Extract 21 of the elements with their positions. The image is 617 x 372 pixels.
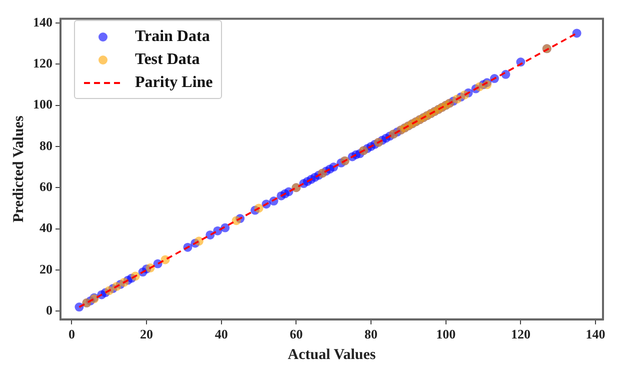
x-tick-label: 20 bbox=[140, 326, 154, 342]
x-tick-label: 0 bbox=[68, 326, 75, 342]
x-tick-label: 120 bbox=[510, 326, 530, 342]
y-tick-label: 80 bbox=[40, 138, 52, 153]
y-tick-label: 60 bbox=[40, 178, 52, 194]
x-axis-title: Actual Values bbox=[288, 346, 376, 363]
y-tick-label: 100 bbox=[33, 96, 52, 112]
y-tick-label: 0 bbox=[46, 302, 52, 318]
x-tick-label: 100 bbox=[436, 326, 456, 342]
y-axis-title: Predicted Values bbox=[10, 116, 27, 223]
x-tick-label: 80 bbox=[364, 326, 378, 342]
legend-label: Train Data bbox=[135, 28, 210, 46]
x-tick-label: 140 bbox=[586, 326, 606, 342]
x-tick-label: 40 bbox=[214, 326, 228, 342]
y-tick-label: 20 bbox=[40, 261, 52, 276]
legend-label: Parity Line bbox=[135, 74, 213, 92]
legend-label: Test Data bbox=[135, 50, 200, 68]
y-tick-label: 140 bbox=[33, 14, 52, 30]
x-tick-label: 60 bbox=[290, 326, 303, 342]
y-tick-label: 120 bbox=[33, 55, 52, 70]
y-tick-label: 40 bbox=[40, 220, 52, 236]
